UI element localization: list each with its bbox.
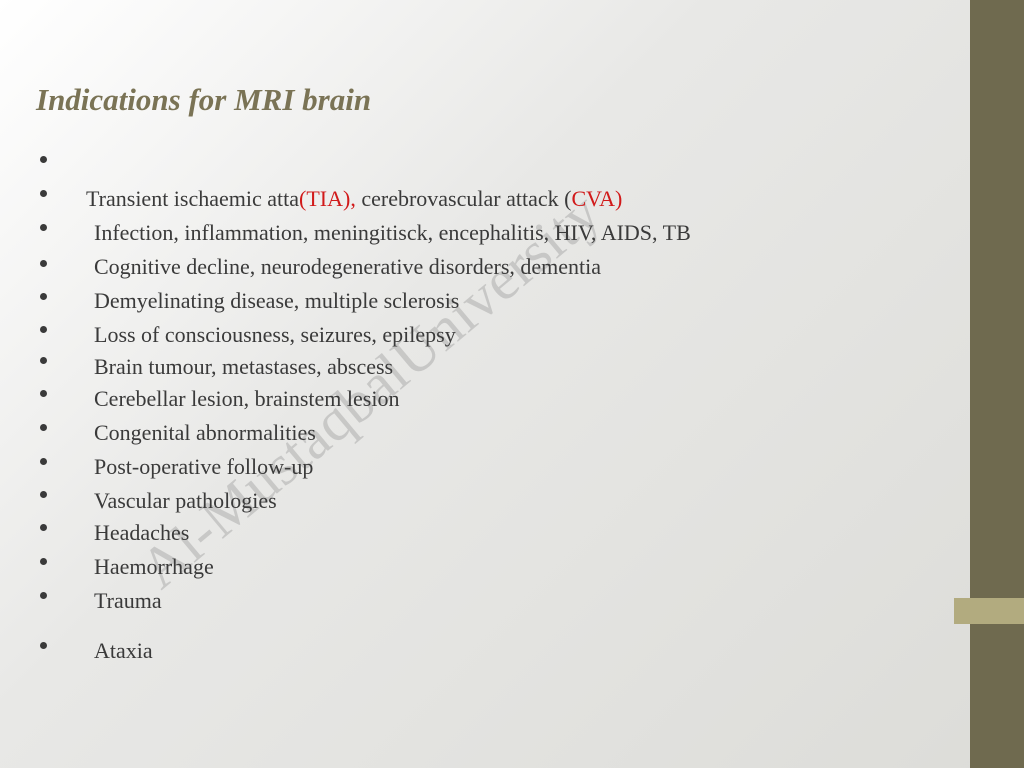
list-item: Congenital abnormalities (94, 422, 316, 444)
bullet-icon (40, 642, 47, 649)
list-item: Infection, inflammation, meningitisck, e… (94, 222, 691, 244)
list-item: Vascular pathologies (94, 490, 277, 512)
body-text: Infection, inflammation, meningitisck, e… (94, 220, 691, 245)
list-item: Loss of consciousness, seizures, epileps… (94, 324, 456, 346)
body-text: Haemorrhage (94, 554, 214, 579)
side-stripe-accent (954, 598, 1024, 624)
bullet-icon (40, 224, 47, 231)
body-text: Cerebellar lesion, brainstem lesion (94, 386, 399, 411)
body-text: Post-operative follow-up (94, 454, 313, 479)
slide-title: Indications for MRI brain (36, 82, 934, 118)
bullet-icon (40, 326, 47, 333)
bullet-icon (40, 458, 47, 465)
list-item: Post-operative follow-up (94, 456, 313, 478)
bullet-icon (40, 491, 47, 498)
bullet-icon (40, 424, 47, 431)
bullet-icon (40, 558, 47, 565)
body-text: Trauma (94, 588, 162, 613)
side-stripe-dark (970, 0, 1024, 768)
list-item: Trauma (94, 590, 162, 612)
bullet-icon (40, 592, 47, 599)
list-item: Demyelinating disease, multiple sclerosi… (94, 290, 459, 312)
body-text: Vascular pathologies (94, 488, 277, 513)
bullet-icon (40, 390, 47, 397)
body-text: Loss of consciousness, seizures, epileps… (94, 322, 456, 347)
bullet-icon (40, 293, 47, 300)
body-text: Headaches (94, 520, 189, 545)
list-item: Cognitive decline, neurodegenerative dis… (94, 256, 601, 278)
body-text: Brain tumour, metastases, abscess (94, 354, 393, 379)
list-item: Transient ischaemic atta(TIA), cerebrova… (86, 188, 622, 210)
body-text: Transient ischaemic atta (86, 186, 299, 211)
list-item: Brain tumour, metastases, abscess (94, 356, 393, 378)
body-text: Congenital abnormalities (94, 420, 316, 445)
body-text: Ataxia (94, 638, 153, 663)
highlight-text: (TIA), (299, 186, 361, 211)
list-item: Ataxia (94, 640, 153, 662)
list-item: Headaches (94, 522, 189, 544)
list-item: Cerebellar lesion, brainstem lesion (94, 388, 399, 410)
highlight-text: CVA) (571, 186, 622, 211)
bullet-icon (40, 190, 47, 197)
bullet-icon (40, 156, 47, 163)
list-item: Haemorrhage (94, 556, 214, 578)
body-text: Demyelinating disease, multiple sclerosi… (94, 288, 459, 313)
body-text: cerebrovascular attack ( (361, 186, 571, 211)
bullet-icon (40, 357, 47, 364)
bullet-icon (40, 524, 47, 531)
bullet-icon (40, 260, 47, 267)
body-text: Cognitive decline, neurodegenerative dis… (94, 254, 601, 279)
slide-content: Indications for MRI brain Transient isch… (36, 82, 934, 146)
